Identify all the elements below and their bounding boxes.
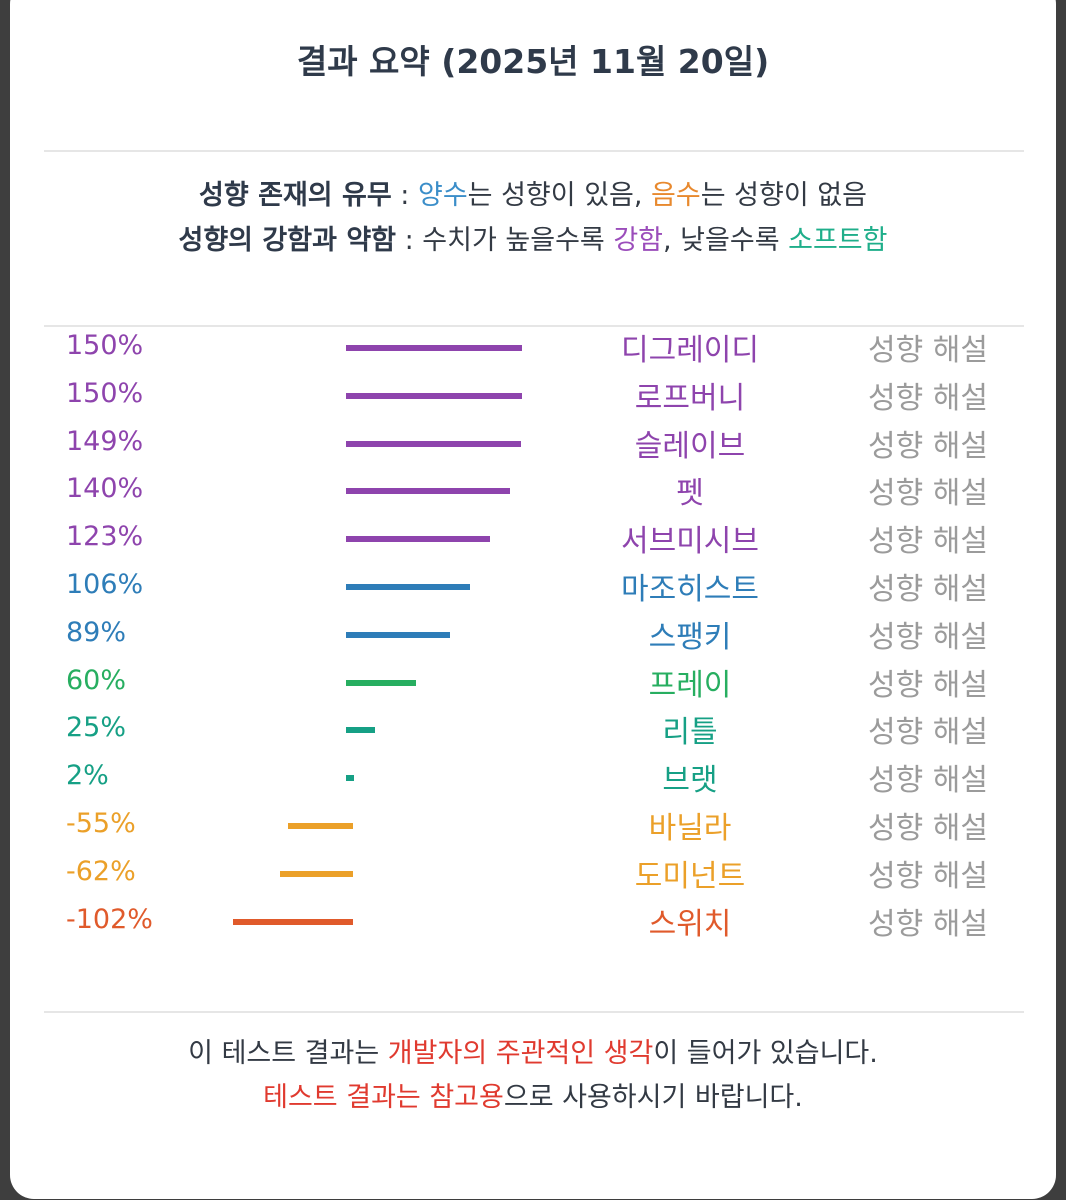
result-name: 스팽키 bbox=[648, 619, 732, 655]
legend-separator: : bbox=[391, 180, 418, 211]
result-bar bbox=[288, 823, 353, 829]
result-name: 브랫 bbox=[662, 763, 718, 799]
result-list: 150% 디그레이디 성향 해설 150% 로프버니 성향 해설 149% 슬레이브 성향 해설… bbox=[10, 323, 1056, 963]
legend-strength-text-a: 수치가 높을수록 bbox=[422, 225, 614, 256]
legend-separator: : bbox=[396, 225, 423, 256]
result-bar bbox=[346, 536, 491, 543]
result-percent: 106% bbox=[66, 569, 144, 600]
result-name: 슬레이브 bbox=[634, 428, 746, 464]
explain-link[interactable]: 성향 해설 bbox=[868, 380, 988, 416]
page-title: 결과 요약 (2025년 11월 20일) bbox=[296, 42, 770, 81]
result-bar bbox=[346, 631, 451, 638]
explain-link[interactable]: 성향 해설 bbox=[868, 763, 988, 799]
result-row: 149% 슬레이브 성향 해설 bbox=[10, 419, 1056, 467]
result-row: 2% 브랫 성향 해설 bbox=[10, 753, 1056, 801]
result-row: 140% 펫 성향 해설 bbox=[10, 466, 1056, 514]
result-name: 서브미시브 bbox=[621, 524, 759, 560]
disclaimer-line-2: 테스트 결과는 참고용으로 사용하시기 바랍니다. bbox=[10, 1076, 1056, 1120]
explain-link[interactable]: 성향 해설 bbox=[868, 428, 988, 464]
result-row: -55% 바닐라 성향 해설 bbox=[10, 801, 1056, 849]
result-percent: 149% bbox=[66, 425, 144, 457]
explain-link[interactable]: 성향 해설 bbox=[868, 524, 988, 560]
explain-link[interactable]: 성향 해설 bbox=[868, 715, 988, 751]
result-bar bbox=[346, 679, 417, 686]
result-row: 25% 리틀 성향 해설 bbox=[10, 705, 1056, 753]
explain-link[interactable]: 성향 해설 bbox=[868, 619, 988, 655]
middle-divider bbox=[44, 325, 1024, 327]
result-bar bbox=[346, 440, 521, 447]
result-row: -102% 스위치 성향 해설 bbox=[10, 897, 1056, 945]
result-percent: 2% bbox=[66, 760, 109, 792]
result-name: 프레이 bbox=[648, 667, 732, 703]
result-name: 리틀 bbox=[662, 715, 718, 751]
explain-link[interactable]: 성향 해설 bbox=[868, 906, 988, 942]
result-bar bbox=[346, 727, 376, 734]
result-bar bbox=[233, 918, 353, 925]
result-row: 89% 스팽키 성향 해설 bbox=[10, 610, 1056, 658]
disclaimer-highlight: 테스트 결과는 참고용 bbox=[263, 1082, 504, 1113]
result-name: 바닐라 bbox=[648, 811, 732, 846]
explain-link[interactable]: 성향 해설 bbox=[868, 572, 988, 607]
legend-negative-word: 음수 bbox=[651, 180, 701, 211]
disclaimer-line-1: 이 테스트 결과는 개발자의 주관적인 생각이 들어가 있습니다. bbox=[10, 1032, 1056, 1076]
legend-existence-label: 성향 존재의 유무 bbox=[199, 180, 392, 211]
result-percent: 25% bbox=[66, 712, 127, 744]
explain-link[interactable]: 성향 해설 bbox=[868, 811, 988, 846]
result-percent: 150% bbox=[66, 330, 144, 361]
result-percent: -102% bbox=[66, 903, 153, 935]
result-bar bbox=[346, 775, 354, 782]
explain-link[interactable]: 성향 해설 bbox=[868, 333, 988, 368]
result-percent: 60% bbox=[66, 664, 127, 696]
legend-line-strength: 성향의 강함과 약함 : 수치가 높을수록 강함, 낮을수록 소프트함 bbox=[10, 218, 1056, 263]
result-name: 마조히스트 bbox=[621, 572, 759, 607]
result-row: 150% 디그레이디 성향 해설 bbox=[10, 323, 1056, 371]
disclaimer: 이 테스트 결과는 개발자의 주관적인 생각이 들어가 있습니다. 테스트 결과… bbox=[10, 1032, 1056, 1120]
result-percent: -62% bbox=[66, 855, 136, 887]
disclaimer-text: 으로 사용하시기 바랍니다. bbox=[503, 1082, 803, 1113]
result-bar bbox=[346, 488, 511, 495]
result-row: 60% 프레이 성향 해설 bbox=[10, 658, 1056, 706]
legend-strong-word: 강함 bbox=[613, 225, 664, 256]
result-percent: 123% bbox=[66, 521, 144, 553]
result-name: 펫 bbox=[676, 476, 704, 512]
result-name: 도미넌트 bbox=[634, 858, 746, 894]
legend: 성향 존재의 유무 : 양수는 성향이 있음, 음수는 성향이 없음 성향의 강… bbox=[10, 173, 1056, 263]
result-name: 로프버니 bbox=[634, 380, 746, 416]
disclaimer-text: 이 들어가 있습니다. bbox=[653, 1038, 878, 1069]
disclaimer-highlight: 개발자의 주관적인 생각 bbox=[387, 1038, 654, 1069]
legend-negative-text: 는 성향이 없음 bbox=[700, 180, 867, 211]
result-bar bbox=[280, 870, 353, 877]
result-row: 123% 서브미시브 성향 해설 bbox=[10, 514, 1056, 562]
legend-positive-text: 는 성향이 있음, bbox=[467, 180, 652, 211]
bottom-divider bbox=[44, 1011, 1024, 1013]
disclaimer-text: 이 테스트 결과는 bbox=[188, 1038, 388, 1069]
explain-link[interactable]: 성향 해설 bbox=[868, 858, 988, 894]
legend-strength-text-b: , 낮을수록 bbox=[663, 225, 789, 256]
result-percent: -55% bbox=[66, 808, 136, 839]
result-name: 디그레이디 bbox=[621, 333, 759, 368]
result-bar bbox=[346, 584, 471, 590]
result-percent: 89% bbox=[66, 616, 127, 648]
top-divider bbox=[44, 150, 1024, 152]
result-row: 150% 로프버니 성향 해설 bbox=[10, 371, 1056, 419]
result-percent: 150% bbox=[66, 377, 144, 409]
legend-soft-word: 소프트함 bbox=[788, 225, 888, 256]
result-summary-card: 결과 요약 (2025년 11월 20일) 성향 존재의 유무 : 양수는 성향… bbox=[10, 0, 1056, 1199]
explain-link[interactable]: 성향 해설 bbox=[868, 667, 988, 703]
explain-link[interactable]: 성향 해설 bbox=[868, 476, 988, 512]
result-percent: 140% bbox=[66, 473, 144, 505]
result-name: 스위치 bbox=[648, 906, 732, 942]
result-row: 106% 마조히스트 성향 해설 bbox=[10, 562, 1056, 610]
result-bar bbox=[346, 345, 522, 351]
legend-line-existence: 성향 존재의 유무 : 양수는 성향이 있음, 음수는 성향이 없음 bbox=[10, 173, 1056, 218]
result-row: -62% 도미넌트 성향 해설 bbox=[10, 849, 1056, 897]
legend-positive-word: 양수 bbox=[417, 180, 468, 211]
result-bar bbox=[346, 392, 522, 399]
legend-strength-label: 성향의 강함과 약함 bbox=[178, 225, 397, 256]
